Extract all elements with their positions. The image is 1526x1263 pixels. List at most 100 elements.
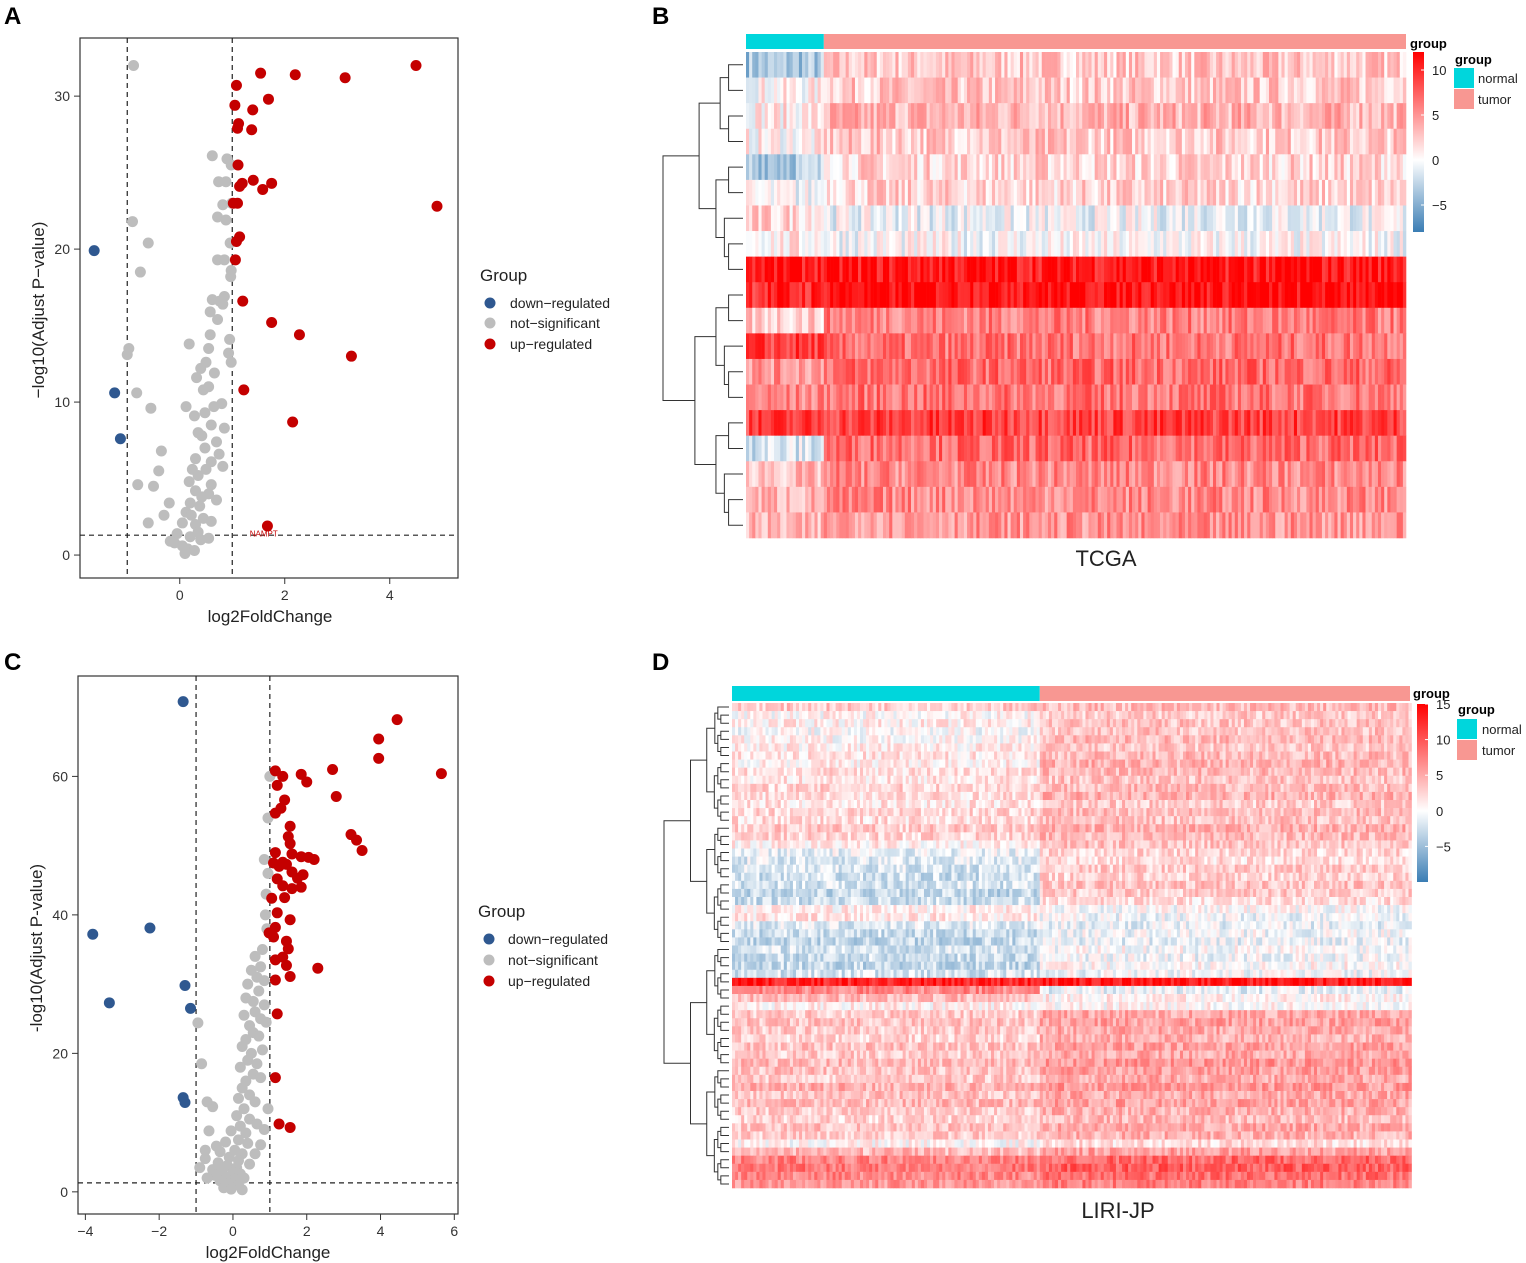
heatmap-cell-b <box>1359 205 1363 232</box>
heatmap-cell-d <box>1137 711 1141 720</box>
heatmap-cell-b <box>1029 256 1033 283</box>
heatmap-cell-b <box>1178 512 1183 539</box>
heatmap-cell-b <box>995 179 999 206</box>
heatmap-cell-b <box>886 512 890 539</box>
point-up-c <box>271 779 283 791</box>
heatmap-cell-b <box>1340 486 1345 513</box>
heatmap-cell-b <box>920 52 924 78</box>
heatmap-cell-b <box>1091 103 1095 130</box>
heatmap-cell-b <box>1241 410 1245 436</box>
heatmap-cell-b <box>864 512 868 539</box>
heatmap-cell-b <box>929 256 934 283</box>
heatmap-cell-b <box>1399 128 1404 155</box>
heatmap-cell-b <box>1331 461 1335 488</box>
point-up-c <box>269 954 281 966</box>
heatmap-cell-d <box>975 703 980 712</box>
heatmap-cell-b <box>1091 179 1095 206</box>
heatmap-cell-b <box>789 256 793 283</box>
heatmap-cell-d <box>753 703 757 712</box>
heatmap-cell-b <box>1216 512 1220 539</box>
heatmap-cell-b <box>767 282 772 309</box>
heatmap-cell-b <box>867 179 871 206</box>
heatmap-cell-b <box>1082 358 1086 385</box>
heatmap-cell-b <box>1026 333 1030 360</box>
heatmap-cell-d <box>1356 711 1361 720</box>
heatmap-cell-b <box>1393 358 1397 385</box>
heatmap-cell-b <box>1259 179 1264 206</box>
heatmap-cell-b <box>904 77 909 104</box>
heatmap-cell-b <box>749 358 753 385</box>
heatmap-cell-b <box>1113 461 1117 488</box>
heatmap-cell-b <box>1063 282 1067 309</box>
heatmap-cell-b <box>979 486 983 513</box>
heatmap-cell-b <box>1066 435 1071 462</box>
heatmap-cell-b <box>1175 333 1180 360</box>
heatmap-cell-b <box>1194 256 1198 283</box>
heatmap-cell-b <box>1094 512 1099 539</box>
heatmap-cell-b <box>1309 205 1313 232</box>
heatmap-cell-b <box>1110 205 1114 232</box>
heatmap-cell-b <box>960 486 965 513</box>
heatmap-cell-b <box>1051 231 1055 257</box>
heatmap-cell-d <box>1274 703 1278 712</box>
heatmap-cell-d <box>1350 703 1354 712</box>
heatmap-cell-b <box>1325 333 1329 360</box>
heatmap-cell-b <box>755 128 759 155</box>
heatmap-cell-d <box>939 719 943 728</box>
heatmap-cell-b <box>1004 282 1008 309</box>
heatmap-cell-b <box>917 205 921 232</box>
heatmap-cell-b <box>1085 486 1089 513</box>
heatmap-cell-b <box>1256 205 1260 232</box>
heatmap-cell-b <box>1057 410 1061 436</box>
heatmap-cell-b <box>820 154 825 181</box>
heatmap-cell-b <box>1402 77 1407 104</box>
heatmap-cell-b <box>1300 154 1304 181</box>
heatmap-cell-b <box>774 307 778 334</box>
heatmap-cell-b <box>991 512 996 539</box>
heatmap-cell-b <box>942 205 946 232</box>
heatmap-cell-b <box>898 384 902 411</box>
heatmap-cell-b <box>951 52 955 78</box>
group-bar-tumor-d <box>1039 686 1410 701</box>
heatmap-cell-b <box>895 128 899 155</box>
heatmap-cell-d <box>984 711 989 720</box>
legend-swatch-ns-a <box>484 317 496 329</box>
heatmap-cell-b <box>995 128 999 155</box>
heatmap-cell-b <box>1163 231 1167 257</box>
heatmap-cell-b <box>1138 231 1142 257</box>
heatmap-cell-b <box>1054 333 1058 360</box>
heatmap-cell-b <box>914 333 918 360</box>
heatmap-cell-b <box>764 154 769 181</box>
heatmap-cell-b <box>780 410 784 436</box>
heatmap-cell-b <box>1225 205 1229 232</box>
heatmap-cell-b <box>1057 77 1061 104</box>
heatmap-cell-b <box>1188 205 1192 232</box>
heatmap-cell-b <box>1275 307 1279 334</box>
heatmap-cell-d <box>1143 703 1147 712</box>
heatmap-cell-b <box>991 128 996 155</box>
heatmap-cell-b <box>991 77 996 104</box>
heatmap-cell-b <box>917 282 921 309</box>
heatmap-cell-b <box>988 333 993 360</box>
heatmap-cell-b <box>1200 128 1204 155</box>
heatmap-cell-d <box>1000 703 1004 712</box>
heatmap-cell-b <box>1234 486 1239 513</box>
heatmap-cell-b <box>1290 435 1295 462</box>
heatmap-cell-b <box>1206 154 1211 181</box>
heatmap-cell-b <box>1132 179 1136 206</box>
heatmap-cell-b <box>911 179 915 206</box>
heatmap-cell-d <box>771 711 775 720</box>
heatmap-cell-b <box>1318 358 1323 385</box>
heatmap-cell-b <box>1147 154 1152 181</box>
heatmap-cell-b <box>839 358 843 385</box>
heatmap-cell-b <box>1066 333 1071 360</box>
heatmap-cell-b <box>967 435 971 462</box>
heatmap-cell-b <box>1175 461 1180 488</box>
heatmap-cell-b <box>1222 179 1226 206</box>
point-not-a <box>131 387 143 399</box>
heatmap-cell-b <box>833 486 837 513</box>
heatmap-cell-d <box>795 711 800 720</box>
heatmap-cell-b <box>948 512 952 539</box>
heatmap-cell-b <box>761 333 765 360</box>
heatmap-cell-d <box>899 719 903 728</box>
